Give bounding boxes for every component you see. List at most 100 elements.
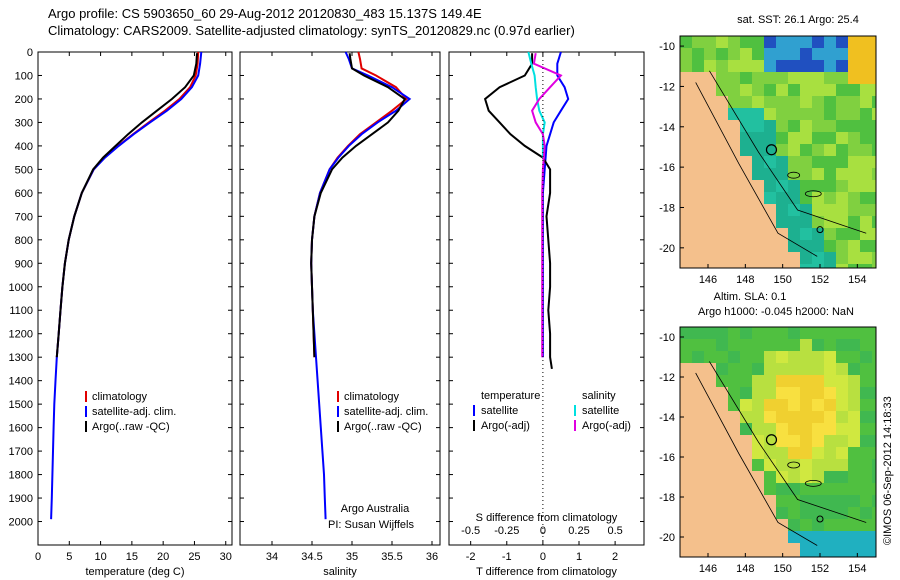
xtick-label: -1: [502, 551, 512, 563]
map-cell: [836, 459, 848, 471]
map-cell: [860, 96, 872, 108]
map-cell: [836, 144, 848, 156]
map-cell: [872, 339, 876, 351]
map-cell: [680, 240, 692, 252]
map-cell: [692, 36, 704, 48]
map-cell: [716, 351, 728, 363]
map-cell: [740, 387, 752, 399]
map-cell: [776, 144, 788, 156]
map-cell: [836, 447, 848, 459]
map-cell: [824, 435, 836, 447]
map-cell: [788, 96, 800, 108]
map-cell: [848, 96, 860, 108]
map-cell: [728, 96, 740, 108]
map-cell: [716, 423, 728, 435]
map-cell: [752, 252, 764, 264]
map-cell: [728, 495, 740, 507]
map-cell: [776, 132, 788, 144]
map-cell: [740, 375, 752, 387]
map-cell: [824, 192, 836, 204]
map-cell: [764, 48, 776, 60]
map-cell: [800, 471, 812, 483]
map-cell: [704, 423, 716, 435]
map-cell: [680, 192, 692, 204]
map-cell: [836, 351, 848, 363]
map-cell: [716, 192, 728, 204]
map-cell: [692, 156, 704, 168]
map-cell: [824, 36, 836, 48]
map-cell: [704, 180, 716, 192]
map-cell: [860, 543, 872, 555]
map-cell: [704, 471, 716, 483]
map-cell: [860, 339, 872, 351]
map-cell: [824, 327, 836, 339]
map-cell: [680, 180, 692, 192]
map-cell: [848, 555, 860, 557]
map-cell: [872, 387, 876, 399]
map-cell: [704, 204, 716, 216]
map-cell: [704, 435, 716, 447]
map-cell: [848, 531, 860, 543]
map-cell: [824, 156, 836, 168]
map-cell: [776, 192, 788, 204]
map-cell: [728, 471, 740, 483]
map-cell: [728, 132, 740, 144]
map-cell: [680, 411, 692, 423]
map-cell: [716, 459, 728, 471]
map-cell: [740, 555, 752, 557]
map-cell: [692, 108, 704, 120]
map-cell: [716, 435, 728, 447]
map-cell: [848, 351, 860, 363]
map-cell: [824, 411, 836, 423]
map-cell: [812, 144, 824, 156]
map-cell: [836, 228, 848, 240]
map-cell: [824, 204, 836, 216]
map-cell: [740, 507, 752, 519]
ytick-label: 1900: [9, 493, 33, 505]
map-cell: [716, 363, 728, 375]
map-cell: [704, 447, 716, 459]
map-xtick-label: 152: [811, 274, 829, 286]
map-cell: [824, 216, 836, 228]
map-cell: [752, 120, 764, 132]
map-cell: [788, 495, 800, 507]
map-cell: [788, 204, 800, 216]
map-cell: [848, 204, 860, 216]
map-cell: [776, 423, 788, 435]
map-cell: [812, 216, 824, 228]
map-cell: [728, 507, 740, 519]
map-cell: [800, 120, 812, 132]
map-cell: [728, 156, 740, 168]
map-cell: [848, 180, 860, 192]
map-cell: [788, 252, 800, 264]
reef-marker: [816, 515, 824, 523]
map-cell: [836, 399, 848, 411]
map-cell: [836, 204, 848, 216]
map-cell: [728, 519, 740, 531]
map-cell: [872, 156, 876, 168]
map-cell: [680, 459, 692, 471]
map-cell: [824, 351, 836, 363]
map-cell: [752, 519, 764, 531]
map-cell: [812, 168, 824, 180]
map-cell: [776, 84, 788, 96]
map-cell: [680, 507, 692, 519]
map-cell: [824, 519, 836, 531]
map-cell: [728, 192, 740, 204]
map-cell: [848, 156, 860, 168]
map-frame: [679, 35, 877, 269]
map-cell: [764, 435, 776, 447]
map-cell: [716, 72, 728, 84]
map-cell: [800, 447, 812, 459]
map-cell: [752, 48, 764, 60]
map-cell: [764, 531, 776, 543]
ytick-label: 800: [15, 235, 33, 247]
map-ytick-label: -18: [659, 492, 675, 504]
map-cell: [848, 72, 860, 84]
isobath-line: [695, 82, 818, 257]
xtick-label: 20: [157, 551, 169, 563]
map-cell: [788, 351, 800, 363]
map-cell: [776, 264, 788, 268]
map-cell: [848, 519, 860, 531]
